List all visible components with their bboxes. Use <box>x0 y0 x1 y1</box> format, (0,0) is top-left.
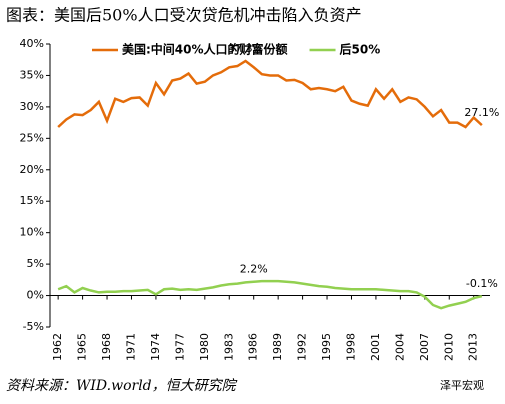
legend-label: 美国:中间40%人口的财富份额 <box>122 42 288 57</box>
x-tick-label: 1962 <box>51 333 64 361</box>
y-tick-label: 10% <box>20 226 44 239</box>
x-tick-label: 1980 <box>198 333 211 361</box>
x-tick-label: 1974 <box>149 333 162 361</box>
y-tick-label: 5% <box>27 257 44 270</box>
y-tick-label: 40% <box>20 37 44 50</box>
x-tick-label: 1995 <box>320 333 333 361</box>
y-tick-label: 0% <box>27 289 44 302</box>
y-tick-label: 30% <box>20 100 44 113</box>
x-tick-label: 1977 <box>173 333 186 361</box>
data-label: -0.1% <box>466 277 498 290</box>
y-tick-label: 35% <box>20 68 44 81</box>
x-tick-label: 2001 <box>369 333 382 361</box>
x-tick-label: 2013 <box>467 333 480 361</box>
x-tick-label: 1965 <box>76 333 89 361</box>
chart-title: 图表：美国后50%人口受次贷危机冲击陷入负资产 <box>6 6 362 25</box>
y-tick-label: 15% <box>20 194 44 207</box>
x-tick-label: 2007 <box>418 333 431 361</box>
source: 资料来源：WID.world，恒大研究院 <box>6 378 238 394</box>
x-tick-label: 1989 <box>271 333 284 361</box>
x-tick-label: 2010 <box>442 333 455 361</box>
data-label: 37.3% <box>228 42 263 55</box>
y-tick-label: 25% <box>20 131 44 144</box>
watermark: 泽平宏观 <box>440 378 484 392</box>
x-tick-label: 2004 <box>393 333 406 361</box>
legend-label: 后50% <box>340 42 381 57</box>
x-tick-label: 1992 <box>296 333 309 361</box>
y-tick-label: 20% <box>20 163 44 176</box>
series-line <box>57 59 483 129</box>
y-tick-label: -5% <box>23 320 44 333</box>
x-tick-label: 1998 <box>344 333 357 361</box>
x-tick-label: 1968 <box>100 333 113 361</box>
data-label: 27.1% <box>464 106 499 119</box>
x-tick-label: 1983 <box>222 333 235 361</box>
data-label: 2.2% <box>240 263 268 276</box>
series-line <box>57 279 483 310</box>
x-tick-label: 1971 <box>124 333 137 361</box>
x-tick-label: 1986 <box>247 333 260 361</box>
